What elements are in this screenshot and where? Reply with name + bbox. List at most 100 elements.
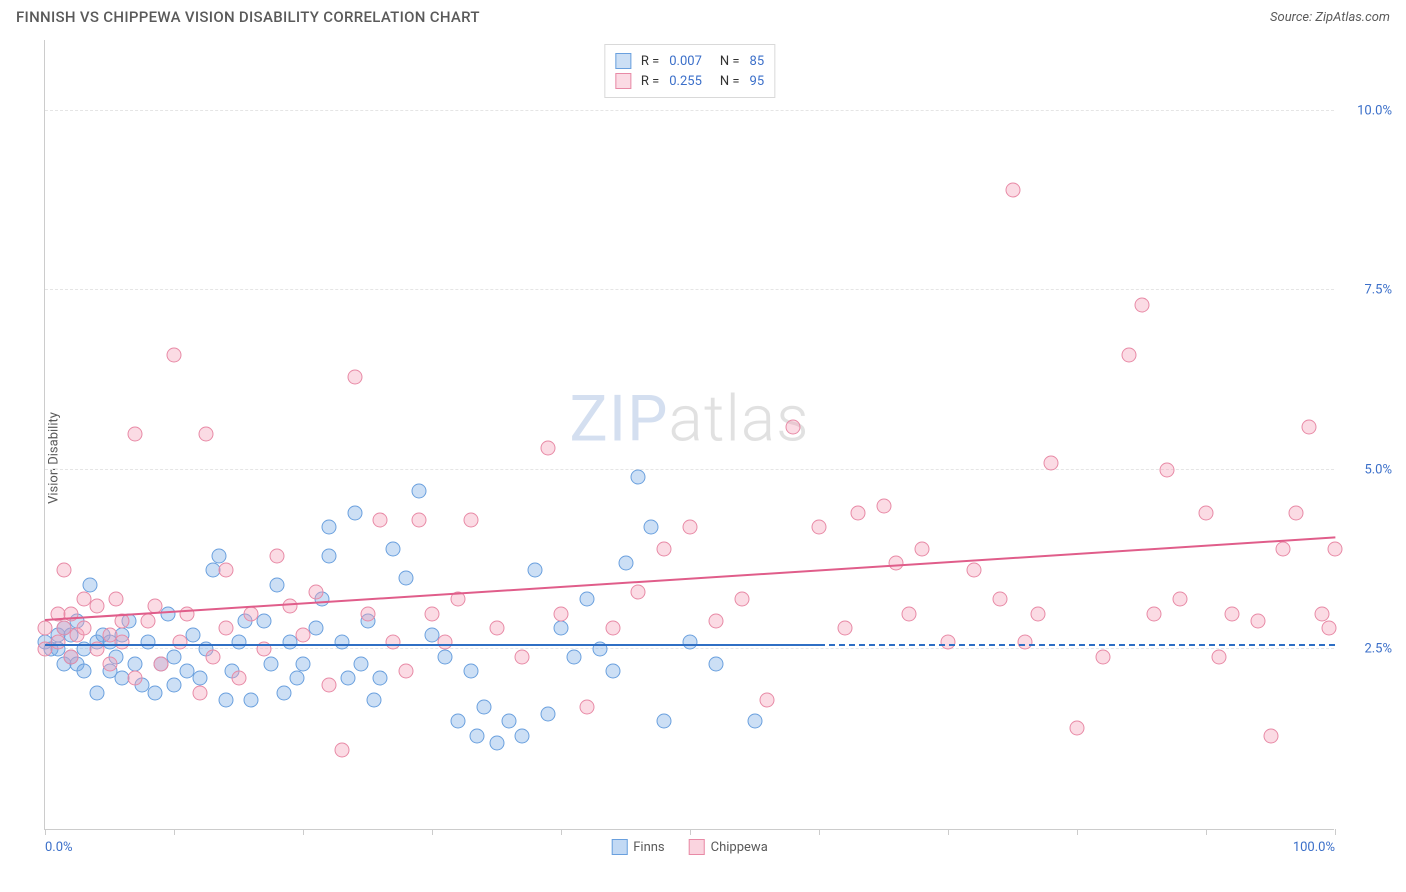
data-point: [1147, 606, 1162, 621]
data-point: [218, 563, 233, 578]
y-tick-label: 7.5%: [1342, 283, 1392, 298]
stats-row: R =0.255N =95: [615, 71, 764, 91]
data-point: [192, 671, 207, 686]
data-point: [966, 563, 981, 578]
data-point: [734, 592, 749, 607]
data-point: [141, 635, 156, 650]
data-point: [541, 441, 556, 456]
data-point: [437, 649, 452, 664]
data-point: [579, 592, 594, 607]
data-point: [515, 649, 530, 664]
data-point: [63, 649, 78, 664]
data-point: [992, 592, 1007, 607]
chart-source: Source: ZipAtlas.com: [1270, 10, 1390, 25]
chart-header: FINNISH VS CHIPPEWA VISION DISABILITY CO…: [0, 0, 1406, 30]
data-point: [218, 620, 233, 635]
x-tick: [948, 829, 949, 835]
data-point: [1276, 541, 1291, 556]
data-point: [38, 620, 53, 635]
watermark-zip: ZIP: [569, 381, 668, 456]
data-point: [708, 613, 723, 628]
data-point: [373, 671, 388, 686]
legend-swatch: [615, 73, 631, 89]
data-point: [289, 671, 304, 686]
gridline-h: [45, 289, 1334, 290]
data-point: [579, 699, 594, 714]
data-point: [1302, 419, 1317, 434]
data-point: [683, 635, 698, 650]
data-point: [308, 620, 323, 635]
data-point: [1121, 348, 1136, 363]
data-point: [1134, 297, 1149, 312]
y-tick-label: 10.0%: [1342, 103, 1392, 118]
data-point: [270, 549, 285, 564]
data-point: [618, 556, 633, 571]
data-point: [354, 656, 369, 671]
data-point: [915, 541, 930, 556]
data-point: [605, 664, 620, 679]
data-point: [128, 656, 143, 671]
data-point: [179, 606, 194, 621]
data-point: [89, 685, 104, 700]
data-point: [244, 606, 259, 621]
data-point: [554, 606, 569, 621]
data-point: [76, 620, 91, 635]
data-point: [108, 592, 123, 607]
data-point: [1044, 455, 1059, 470]
data-point: [1031, 606, 1046, 621]
data-point: [399, 664, 414, 679]
stat-value-n: 95: [750, 74, 765, 89]
x-tick: [1206, 829, 1207, 835]
stat-value-r: 0.007: [669, 54, 702, 69]
data-point: [347, 506, 362, 521]
x-tick: [1335, 829, 1336, 835]
legend-swatch: [615, 53, 631, 69]
data-point: [321, 549, 336, 564]
data-point: [850, 506, 865, 521]
data-point: [192, 685, 207, 700]
data-point: [541, 707, 556, 722]
data-point: [347, 369, 362, 384]
y-tick-label: 2.5%: [1342, 642, 1392, 657]
data-point: [470, 728, 485, 743]
data-point: [502, 714, 517, 729]
data-point: [902, 606, 917, 621]
gridline-h: [45, 469, 1334, 470]
data-point: [321, 678, 336, 693]
data-point: [644, 520, 659, 535]
data-point: [360, 606, 375, 621]
data-point: [1289, 506, 1304, 521]
data-point: [528, 563, 543, 578]
x-tick: [819, 829, 820, 835]
trend-line: [45, 644, 819, 646]
trend-line: [819, 644, 1335, 646]
data-point: [212, 549, 227, 564]
data-point: [786, 419, 801, 434]
stat-value-n: 85: [750, 54, 765, 69]
data-point: [296, 656, 311, 671]
data-point: [231, 671, 246, 686]
data-point: [515, 728, 530, 743]
chart-area: Vision Disability ZIPatlas 2.5%5.0%7.5%1…: [0, 30, 1406, 886]
bottom-legend: FinnsChippewa: [611, 839, 768, 855]
data-point: [308, 585, 323, 600]
data-point: [173, 635, 188, 650]
data-point: [1199, 506, 1214, 521]
watermark-atlas: atlas: [669, 381, 810, 456]
data-point: [128, 427, 143, 442]
data-point: [437, 635, 452, 650]
legend-swatch: [689, 839, 705, 855]
data-point: [102, 656, 117, 671]
data-point: [296, 628, 311, 643]
data-point: [141, 613, 156, 628]
data-point: [115, 635, 130, 650]
data-point: [657, 541, 672, 556]
data-point: [1018, 635, 1033, 650]
gridline-h: [45, 110, 1334, 111]
data-point: [83, 577, 98, 592]
x-tick: [432, 829, 433, 835]
legend-label: Chippewa: [711, 840, 768, 855]
data-point: [321, 520, 336, 535]
data-point: [1070, 721, 1085, 736]
data-point: [218, 692, 233, 707]
